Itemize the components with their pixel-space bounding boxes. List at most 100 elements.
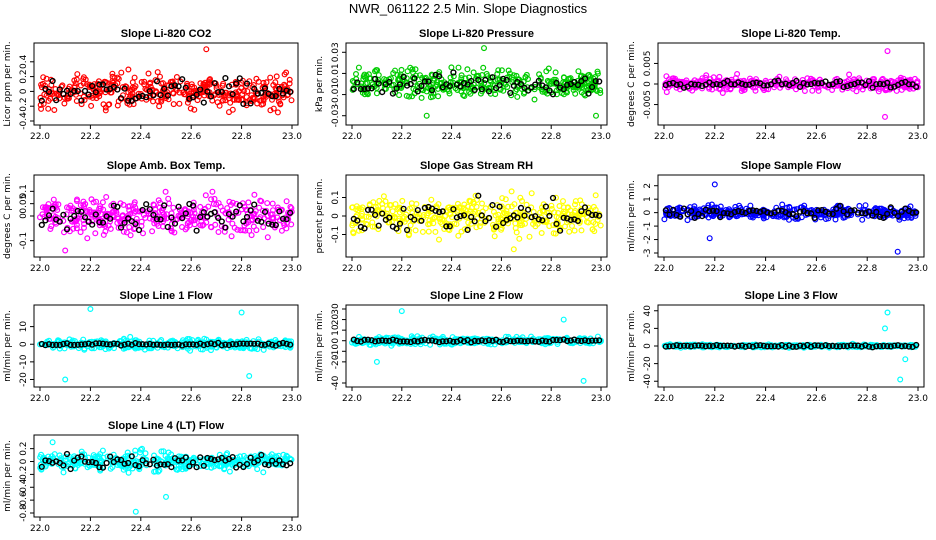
data-point <box>170 90 177 97</box>
plot-frame <box>345 304 608 388</box>
y-axis-label: degrees C per min. <box>3 173 13 259</box>
data-point <box>111 74 118 81</box>
overlay-point <box>161 202 168 209</box>
data-point <box>355 64 362 71</box>
x-tick-label: 22.6 <box>181 524 201 534</box>
overlay-point <box>443 338 450 345</box>
overlay-point <box>468 77 475 85</box>
overlay-point <box>42 217 49 224</box>
overlay-point <box>89 341 96 348</box>
overlay-point <box>478 86 485 93</box>
data-point <box>499 195 506 202</box>
overlay-point <box>117 95 125 102</box>
overlay-point <box>78 341 85 348</box>
overlay-point <box>688 343 695 350</box>
data-point <box>288 97 295 104</box>
overlay-point <box>677 342 684 350</box>
data-point <box>239 91 246 98</box>
overlay-point <box>439 338 446 345</box>
overlay-point <box>193 91 200 98</box>
overlay-point <box>375 222 382 229</box>
x-tick-label: 22.4 <box>756 264 776 274</box>
data-point <box>428 71 435 78</box>
data-point <box>156 103 163 110</box>
x-tick-label: 22.4 <box>131 524 151 534</box>
overlay-point <box>436 339 443 346</box>
overlay-point <box>546 87 553 94</box>
data-point <box>394 71 401 78</box>
x-tick-label: 22.8 <box>541 264 561 274</box>
overlay-point <box>833 343 840 350</box>
overlay-point <box>789 343 796 350</box>
overlay-point <box>175 457 182 464</box>
data-point <box>191 106 198 113</box>
overlay-point <box>836 343 844 350</box>
overlay-point <box>771 343 778 350</box>
overlay-point <box>418 337 425 344</box>
overlay-point <box>574 337 582 344</box>
data-point <box>286 211 293 218</box>
overlay-point <box>865 343 873 350</box>
x-tick-label: 22.6 <box>806 132 826 142</box>
data-point <box>168 227 175 234</box>
overlay-point <box>894 213 902 220</box>
overlay-point <box>143 460 150 467</box>
overlay-point <box>407 339 414 346</box>
overlay-point <box>425 78 432 85</box>
overlay-point <box>556 227 564 234</box>
data-point <box>423 88 430 95</box>
overlay-point <box>63 226 71 233</box>
data-point <box>455 64 462 71</box>
overlay-point <box>542 338 550 345</box>
overlay-point <box>269 93 276 100</box>
x-tick-label: 22.4 <box>442 132 462 142</box>
overlay-point <box>247 100 254 107</box>
data-point <box>440 217 447 224</box>
y-tick-label: 0 <box>331 213 341 219</box>
data-point <box>404 79 411 86</box>
x-tick-label: 22.2 <box>705 394 725 404</box>
data-point <box>594 70 601 77</box>
overlay-point <box>49 77 56 85</box>
overlay-point <box>485 337 493 344</box>
x-tick-label: 22.2 <box>392 264 412 274</box>
x-tick-label: 22.0 <box>342 132 362 142</box>
data-point <box>859 216 866 223</box>
data-point <box>84 235 91 242</box>
overlay-point <box>865 78 873 85</box>
overlay-point <box>350 336 357 343</box>
data-point <box>517 194 524 201</box>
data-point <box>83 81 90 88</box>
overlay-point <box>222 74 229 82</box>
overlay-point <box>421 336 429 343</box>
data-point <box>537 209 544 216</box>
data-point <box>253 75 260 82</box>
overlay-point <box>139 92 146 100</box>
data-point <box>747 213 754 220</box>
overlay-point <box>81 214 89 221</box>
data-point <box>703 72 710 79</box>
data-point <box>815 87 822 94</box>
data-point <box>552 69 559 76</box>
overlay-point <box>535 338 542 345</box>
overlay-point <box>78 453 85 460</box>
data-point <box>370 199 377 206</box>
overlay-point <box>89 458 96 466</box>
data-point <box>48 223 55 230</box>
chart-title: Slope Line 4 (LT) Flow <box>108 420 224 432</box>
x-tick-label: 22.8 <box>232 264 252 274</box>
overlay-point <box>691 342 698 349</box>
overlay-point <box>443 223 450 230</box>
data-point <box>752 76 759 83</box>
data-point <box>226 109 233 116</box>
plot-frame <box>33 434 299 518</box>
data-point <box>45 97 52 104</box>
overlay-point <box>92 459 99 467</box>
overlay-point <box>596 212 603 219</box>
overlay-point <box>567 337 574 344</box>
overlay-point <box>175 203 182 210</box>
data-point <box>418 94 425 101</box>
overlay-point <box>500 219 507 227</box>
data-point <box>706 85 713 92</box>
data-point <box>229 220 236 227</box>
